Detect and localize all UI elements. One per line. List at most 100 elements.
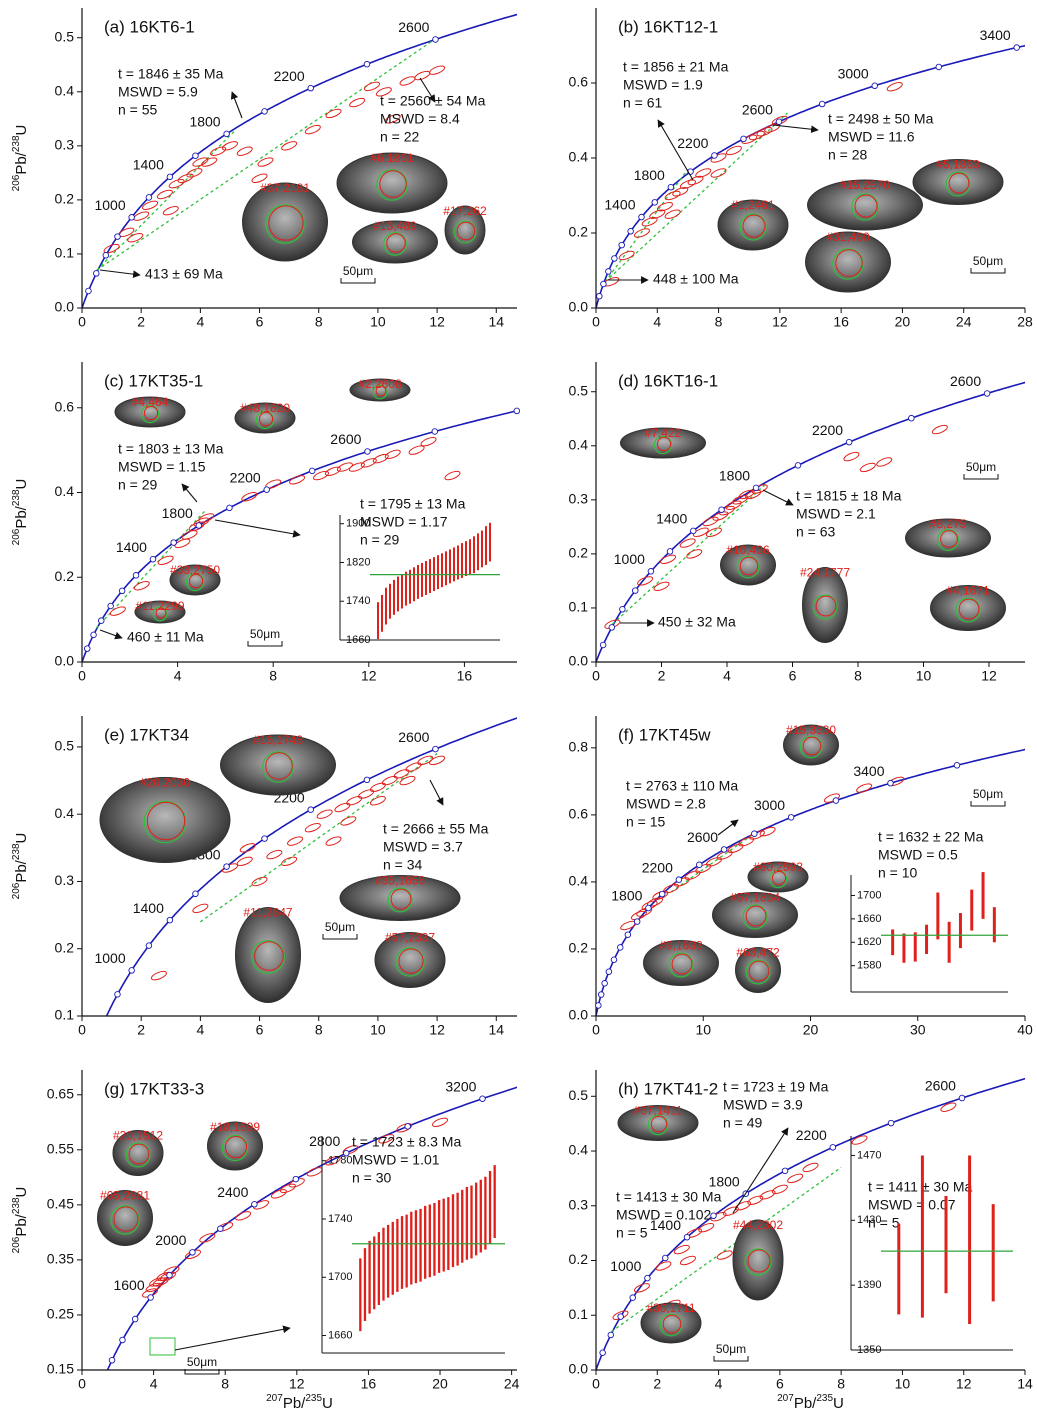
y-tick-label: 0.3 xyxy=(569,1196,589,1212)
data-ellipse xyxy=(705,856,722,868)
y-tick-label: 0.55 xyxy=(47,1141,74,1157)
data-ellipse xyxy=(444,470,461,482)
x-tick-label: 4 xyxy=(196,314,204,330)
annotation: t = 1795 ± 13 Ma xyxy=(360,496,466,512)
age-marker xyxy=(611,957,617,963)
scale-bar xyxy=(323,934,357,939)
y-tick-label: 0.1 xyxy=(569,599,589,615)
zircon-grain xyxy=(100,778,230,863)
age-label: 1800 xyxy=(634,167,665,183)
age-label: 1400 xyxy=(604,197,635,213)
data-ellipse xyxy=(710,167,727,179)
annotation: n = 63 xyxy=(796,524,836,540)
data-ellipse xyxy=(257,156,274,168)
axis-label-part: Pb/ xyxy=(13,505,30,528)
axis-label-part: 238 xyxy=(11,1197,22,1214)
zoom-box xyxy=(150,1338,175,1355)
age-label: 1400 xyxy=(133,157,164,173)
age-marker xyxy=(514,408,520,414)
scale-bar xyxy=(971,801,1005,806)
axis-label-part: 238 xyxy=(11,135,22,152)
y-tick-label: 0.3 xyxy=(569,491,589,507)
age-marker xyxy=(148,1295,154,1301)
age-marker xyxy=(741,136,747,142)
age-label: 2600 xyxy=(925,1078,956,1094)
scale-bar-label: 50μm xyxy=(343,264,373,278)
y-tick-label: 0.35 xyxy=(47,1251,74,1267)
inset-tick-label: 1430 xyxy=(857,1214,881,1226)
annotation: t = 1723 ± 19 Ma xyxy=(723,1079,829,1095)
age-marker xyxy=(662,1255,668,1261)
y-tick-label: 0.45 xyxy=(47,1196,74,1212)
age-marker xyxy=(262,109,268,115)
annotation: MSWD = 1.9 xyxy=(623,77,703,93)
age-marker xyxy=(600,642,606,648)
x-tick-label: 0 xyxy=(78,314,86,330)
age-marker xyxy=(719,507,725,513)
x-tick-label: 8 xyxy=(715,314,723,330)
y-tick-label: 0.0 xyxy=(55,653,75,669)
age-marker xyxy=(227,505,233,511)
age-marker xyxy=(93,271,99,277)
scale-bar-label: 50μm xyxy=(250,627,280,641)
data-ellipse xyxy=(241,491,258,503)
y-tick-label: 0.8 xyxy=(569,739,589,755)
data-ellipse xyxy=(369,795,386,807)
annotation: MSWD = 1.01 xyxy=(352,1152,440,1168)
arrow xyxy=(763,490,793,505)
age-marker xyxy=(108,603,114,609)
scale-bar xyxy=(971,268,1005,273)
grain-label: #11,2299 xyxy=(135,599,184,613)
data-ellipse xyxy=(673,1244,690,1256)
age-marker xyxy=(132,1316,138,1322)
data-ellipse xyxy=(199,1232,216,1244)
data-ellipse xyxy=(725,145,742,157)
arrow xyxy=(718,820,738,835)
age-marker xyxy=(830,1145,836,1151)
data-ellipse xyxy=(420,436,437,448)
age-marker xyxy=(712,153,718,159)
annotation: MSWD = 2.1 xyxy=(796,506,876,522)
annotation: t = 1803 ± 13 Ma xyxy=(118,441,224,457)
y-tick-label: 0.4 xyxy=(55,805,75,821)
grain-label: #35,1656 xyxy=(375,874,425,888)
grain-label: #5,1863 xyxy=(936,158,980,172)
annotation: MSWD = 8.4 xyxy=(380,111,460,127)
data-ellipse xyxy=(859,461,876,473)
annotation: n = 30 xyxy=(352,1170,392,1186)
annotation: MSWD = 3.9 xyxy=(723,1097,803,1113)
y-tick-label: 0.5 xyxy=(55,738,75,754)
axis-label-part: U xyxy=(13,125,30,136)
annotation: t = 1856 ± 21 Ma xyxy=(623,59,729,75)
figure: 024681012140.00.10.20.30.40.510001400180… xyxy=(0,0,1037,1410)
x-tick-label: 24 xyxy=(956,314,972,330)
axis-label-part: Pb/ xyxy=(283,1395,306,1410)
age-marker xyxy=(480,1096,486,1102)
x-tick-label: 12 xyxy=(429,1022,445,1038)
data-ellipse xyxy=(381,775,398,787)
age-label: 2200 xyxy=(230,469,261,485)
arrow xyxy=(182,484,197,502)
age-marker xyxy=(795,463,801,469)
annotation: n = 22 xyxy=(380,129,420,145)
annotation: n = 55 xyxy=(118,102,158,118)
grain-label: #2,2608 xyxy=(358,377,402,391)
age-marker xyxy=(645,1275,651,1281)
age-marker xyxy=(909,415,915,421)
annotation: 413 ± 69 Ma xyxy=(145,266,223,282)
data-ellipse xyxy=(281,855,298,867)
axis-label-part: Pb/ xyxy=(13,1213,30,1236)
grain-label: #9,1633 xyxy=(659,939,703,953)
y-tick-label: 0.2 xyxy=(569,224,589,240)
age-marker xyxy=(86,288,92,294)
age-marker xyxy=(405,1124,411,1130)
age-label: 1000 xyxy=(614,551,645,567)
data-ellipse xyxy=(369,781,386,793)
age-marker xyxy=(648,568,654,574)
data-ellipse xyxy=(431,1116,448,1128)
age-marker xyxy=(252,1201,258,1207)
age-marker xyxy=(120,1337,126,1343)
x-tick-label: 0 xyxy=(592,1022,600,1038)
age-marker xyxy=(846,439,852,445)
